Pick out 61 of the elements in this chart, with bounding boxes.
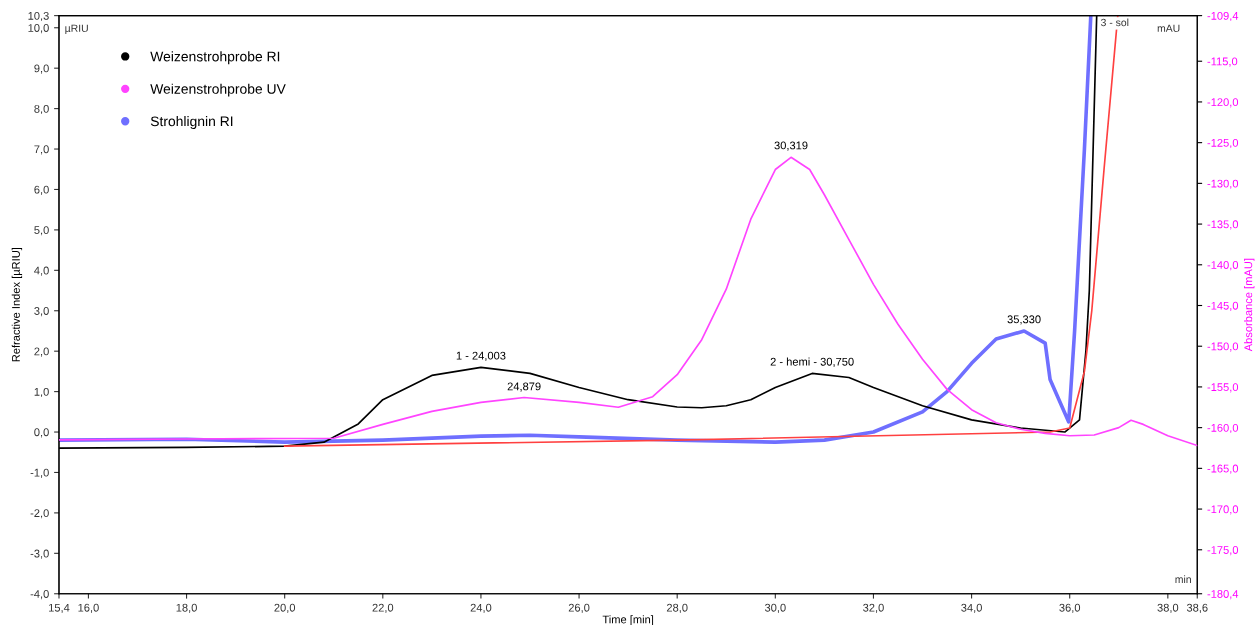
y2-tick-label: -145,0	[1207, 301, 1239, 311]
legend-label: Weizenstrohprobe UV	[150, 83, 286, 97]
y-tick-label: -3,0	[30, 549, 49, 559]
x-tick-label: 16,0	[78, 603, 99, 613]
annotation: 24,879	[507, 382, 541, 392]
y2-tick-label: -120,0	[1207, 98, 1239, 108]
y-tick-label: 4,0	[34, 266, 49, 276]
y-axis-title: Refractive Index [µRIU]	[11, 247, 23, 362]
y2-tick-label: -160,0	[1207, 423, 1239, 434]
x-tick-label: 28,0	[666, 603, 688, 613]
y-tick-label: 8,0	[34, 104, 49, 115]
y-tick-label: 1,0	[34, 387, 49, 398]
x-tick-label: 38,0	[1157, 603, 1179, 613]
x-tick-label: 24,0	[470, 603, 492, 613]
y2-axis-title: Absorbance [mAU]	[1244, 258, 1255, 352]
annotation: 2 - hemi - 30,750	[770, 357, 854, 367]
x-tick-label: 32,0	[863, 603, 884, 613]
y2-tick-label: -180,4	[1207, 590, 1239, 600]
annotation: 35,330	[1007, 315, 1041, 325]
line-series	[58, 156, 1198, 447]
annotation: 1 - 24,003	[456, 351, 506, 361]
x-tick-label: 30,0	[764, 603, 786, 613]
annotation: mAU	[1157, 24, 1180, 32]
y-tick-label: 9,0	[34, 64, 49, 74]
y2-tick-label: -175,0	[1207, 546, 1239, 556]
annotation: 3 - sol	[1101, 18, 1129, 27]
y2-tick-label: -170,0	[1207, 505, 1239, 515]
x-tick-label: 20,0	[274, 603, 296, 613]
x-tick-label: 22,0	[372, 603, 394, 613]
y-tick-label: -1,0	[30, 468, 49, 478]
y2-tick-label: -125,0	[1207, 138, 1239, 149]
legend-label: Strohlignin RI	[150, 116, 233, 129]
y-tick-label: 2,0	[34, 347, 49, 357]
x-tick-label: 36,0	[1059, 603, 1081, 613]
y2-tick-label: -115,0	[1207, 57, 1238, 67]
x-tick-label: 15,4	[49, 603, 70, 613]
x-tick-label: 18,0	[176, 603, 197, 613]
annotation: min	[1175, 575, 1191, 583]
y-tick-label: -2,0	[30, 509, 49, 519]
y-tick-label: 5,0	[34, 226, 49, 236]
y-tick-label: 10,3	[28, 11, 49, 22]
y2-tick-label: -150,0	[1207, 342, 1239, 352]
x-tick-label: 26,0	[568, 603, 590, 613]
y-tick-label: -4,0	[30, 590, 49, 600]
y-tick-label: 10,0	[28, 24, 49, 34]
y2-tick-label: -130,0	[1207, 179, 1239, 189]
y2-tick-label: -135,0	[1207, 220, 1239, 230]
annotation: 30,319	[774, 141, 808, 151]
y2-tick-label: -155,0	[1207, 383, 1239, 393]
x-axis-title: Time [min]	[602, 615, 654, 625]
y-tick-label: 3,0	[34, 307, 49, 317]
y2-tick-label: -140,0	[1207, 261, 1239, 271]
y2-tick-label: -165,0	[1207, 464, 1239, 474]
y-tick-label: 7,0	[34, 145, 49, 155]
x-tick-label: 34,0	[961, 603, 982, 613]
legend-label: Weizenstrohprobe RI	[150, 51, 280, 65]
y-tick-label: 0,0	[34, 428, 49, 438]
x-tick-label: 38,6	[1186, 603, 1208, 613]
annotation: µRIU	[65, 24, 88, 35]
y-tick-label: 6,0	[34, 185, 49, 195]
y2-tick-label: -109,4	[1207, 11, 1239, 22]
